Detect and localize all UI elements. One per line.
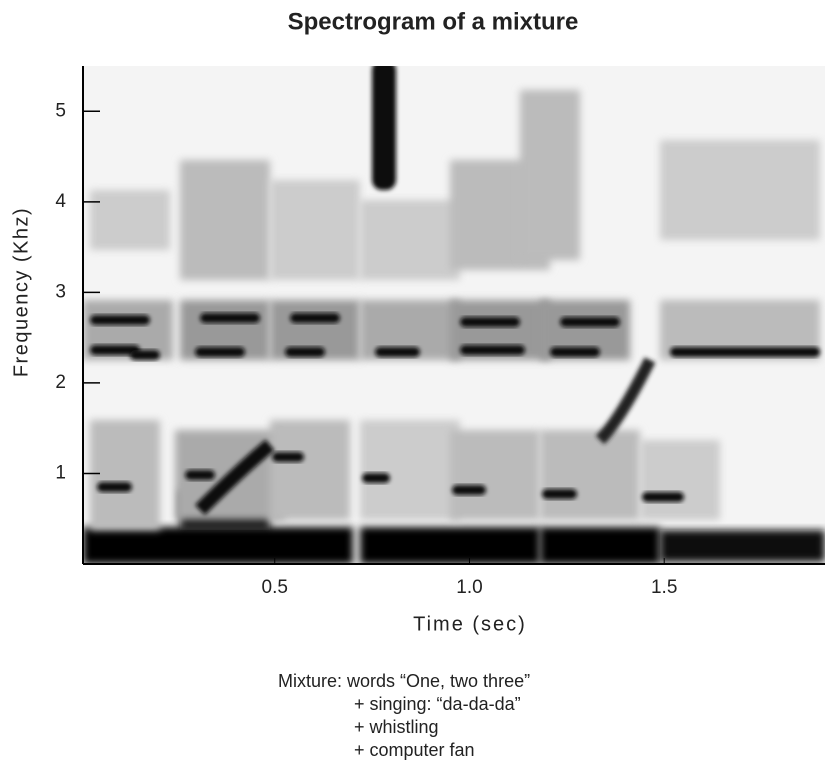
spectrogram-harmonic xyxy=(452,485,486,495)
spectrogram-whistle xyxy=(372,66,396,190)
spectrogram-harmonic xyxy=(130,350,160,360)
spectrogram-harmonic xyxy=(97,482,132,492)
spectrogram-texture xyxy=(180,160,270,280)
spectrogram-texture xyxy=(270,180,360,280)
spectrogram-harmonic xyxy=(200,313,260,323)
spectrogram-chirp xyxy=(595,357,656,445)
y-tick-label: 2 xyxy=(55,372,66,393)
spectrogram-harmonic xyxy=(290,313,340,323)
spectrogram-texture xyxy=(660,140,820,240)
spectrogram-harmonic xyxy=(285,347,325,357)
y-tick-label: 5 xyxy=(55,100,66,121)
spectrogram-texture xyxy=(450,430,540,520)
x-axis-label: Time (sec) xyxy=(413,613,527,635)
chart-title: Spectrogram of a mixture xyxy=(288,8,579,35)
y-axis-label: Frequency (Khz) xyxy=(10,207,32,377)
annotation: Mixture: words “One, two three” + singing… xyxy=(278,671,530,760)
spectrogram-harmonic xyxy=(542,489,577,499)
spectrogram-harmonic xyxy=(362,473,390,483)
spectrogram-harmonic xyxy=(272,452,304,462)
spectrogram-texture xyxy=(270,420,350,520)
spectrogram-texture xyxy=(83,527,353,564)
spectrogram-harmonic xyxy=(460,317,520,327)
spectrogram-texture xyxy=(90,420,160,530)
spectrogram-texture xyxy=(660,530,825,562)
spectrogram-harmonic xyxy=(550,347,600,357)
spectrogram-image xyxy=(83,66,825,564)
spectrogram-harmonic xyxy=(460,345,525,355)
annotation-line: Mixture: words “One, two three” xyxy=(278,671,530,691)
spectrogram-chirp xyxy=(195,439,275,515)
x-tick-label: 1.5 xyxy=(651,577,677,598)
spectrogram-texture xyxy=(360,200,460,280)
spectrogram-harmonic xyxy=(185,470,215,480)
y-tick-label: 4 xyxy=(55,191,66,212)
y-tick-label: 3 xyxy=(55,281,66,302)
spectrogram-harmonic xyxy=(670,347,820,357)
spectrogram-harmonic xyxy=(90,315,150,325)
annotation-line: + singing: “da-da-da” xyxy=(354,694,521,714)
spectrogram-harmonic xyxy=(195,347,245,357)
spectrogram-texture xyxy=(540,430,640,520)
spectrogram-texture xyxy=(360,527,540,564)
annotation-line: + computer fan xyxy=(354,740,475,760)
y-tick-label: 1 xyxy=(55,462,66,483)
x-tick-label: 0.5 xyxy=(262,577,288,598)
spectrogram-harmonic xyxy=(375,347,420,357)
spectrogram-texture xyxy=(640,440,720,520)
spectrogram-texture xyxy=(540,527,660,564)
spectrogram-texture xyxy=(90,190,170,250)
spectrogram-harmonic xyxy=(560,317,620,327)
annotation-line: + whistling xyxy=(354,717,439,737)
spectrogram-harmonic xyxy=(90,345,140,355)
x-tick-label: 1.0 xyxy=(456,577,482,598)
spectrogram-texture xyxy=(360,420,460,520)
spectrogram-harmonic xyxy=(642,492,684,502)
spectrogram-texture xyxy=(520,90,580,260)
